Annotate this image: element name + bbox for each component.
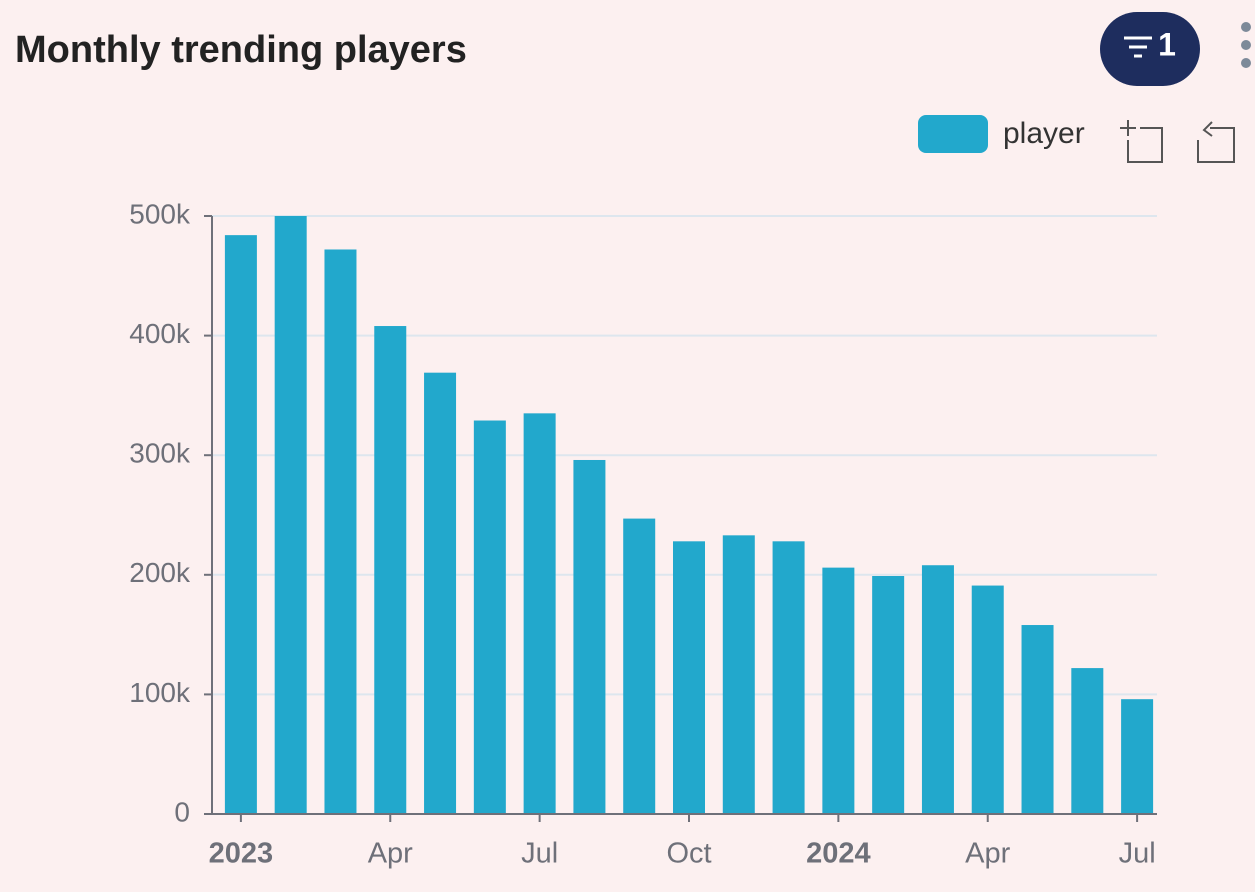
zoom-icon	[1127, 127, 1163, 163]
bar	[971, 585, 1004, 814]
x-tick-label: Apr	[965, 838, 1010, 870]
x-tick-label: Jul	[1119, 838, 1156, 870]
bar	[573, 459, 606, 814]
reset-icon	[1197, 127, 1235, 163]
zoom-icon	[1120, 120, 1136, 136]
x-tick-label: Oct	[666, 838, 711, 870]
filter-pill[interactable]	[1100, 12, 1200, 86]
menu-button[interactable]	[1241, 22, 1251, 68]
x-tick-label: 2023	[209, 838, 274, 870]
filter-count: 1	[1158, 26, 1176, 62]
y-tick-label: 500k	[129, 198, 191, 229]
zoom-tool[interactable]	[1120, 120, 1163, 163]
plot-area: 0 100k 200k 300k 400k 500k 2023 Apr Jul Oct 2024 Ap…	[129, 198, 1157, 870]
bar	[822, 567, 855, 814]
bar	[772, 541, 805, 814]
reset-icon	[1202, 121, 1213, 137]
bar	[673, 541, 705, 814]
bar	[1021, 625, 1054, 814]
bar	[921, 565, 954, 814]
bar	[1071, 668, 1104, 814]
y-tick-label: 300k	[129, 438, 191, 469]
bar	[523, 413, 556, 814]
bar	[473, 420, 506, 814]
x-tick-label: Jul	[521, 838, 558, 870]
bar	[872, 575, 905, 814]
bar	[374, 326, 407, 814]
reset-tool[interactable]	[1197, 121, 1235, 163]
legend-swatch	[918, 115, 988, 153]
bar	[623, 518, 656, 814]
legend-label: player	[1003, 117, 1085, 150]
filter-button[interactable]: 1	[1100, 12, 1200, 86]
y-tick-label: 0	[174, 796, 190, 827]
y-tick-label: 400k	[129, 318, 191, 349]
chart-title: Monthly trending players	[15, 29, 467, 71]
bar	[324, 249, 357, 814]
bar	[424, 372, 457, 814]
menu-dot	[1241, 22, 1251, 32]
bar	[1121, 699, 1154, 814]
bar	[722, 535, 755, 814]
x-tick-label: Apr	[368, 838, 413, 870]
menu-dot	[1241, 40, 1251, 50]
bar	[274, 216, 307, 814]
y-tick-label: 100k	[129, 677, 191, 708]
x-tick-label: 2024	[806, 838, 871, 870]
legend[interactable]: player	[918, 115, 1085, 153]
y-tick-label: 200k	[129, 557, 191, 588]
bar	[224, 235, 257, 815]
menu-dot	[1241, 58, 1251, 68]
